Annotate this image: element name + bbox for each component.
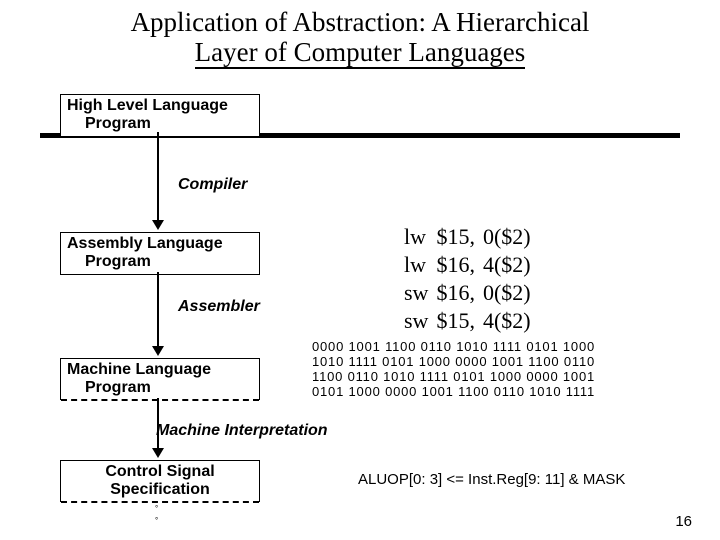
arrow-shaft: [157, 398, 159, 448]
assembly-cell-addr: 0($2): [483, 280, 537, 306]
arrow-head-icon: [152, 220, 164, 230]
level-ctrl-line2: Specification: [67, 481, 253, 499]
assembly-cell-addr: 4($2): [483, 308, 537, 334]
level-asm-line2: Program: [67, 253, 253, 271]
level-box-hll: High Level Language Program: [60, 94, 260, 137]
assembly-row: sw$15,4($2): [404, 308, 537, 334]
slide: Application of Abstraction: A Hierarchic…: [0, 0, 720, 540]
level-hll-line1: High Level Language: [67, 97, 253, 115]
dashed-border: [61, 501, 259, 503]
assembly-cell-addr: 4($2): [483, 252, 537, 278]
arrow-head-icon: [152, 448, 164, 458]
control-signal-text: ALUOP[0: 3] <= Inst.Reg[9: 11] & MASK: [358, 471, 625, 488]
level-box-mach: Machine Language Program: [60, 358, 260, 400]
level-box-asm: Assembly Language Program: [60, 232, 260, 275]
assembly-cell-op: sw: [404, 280, 434, 306]
machine-code-block: 0000 1001 1100 0110 1010 1111 0101 1000 …: [312, 339, 595, 399]
level-asm-line1: Assembly Language: [67, 235, 253, 253]
transition-machine-interpretation: Machine Interpretation: [156, 422, 328, 440]
level-box-ctrl: Control Signal Specification: [60, 460, 260, 502]
assembly-cell-rt: $16,: [436, 280, 481, 306]
continuation-dot: °: [155, 504, 158, 513]
title-line-2: Layer of Computer Languages: [195, 37, 526, 69]
assembly-cell-rt: $16,: [436, 252, 481, 278]
page-number: 16: [675, 513, 692, 530]
continuation-dot: °: [155, 516, 158, 525]
assembly-cell-op: lw: [404, 224, 434, 250]
title-line-1: Application of Abstraction: A Hierarchic…: [131, 7, 590, 37]
assembly-cell-rt: $15,: [436, 224, 481, 250]
assembly-code-block: lw$15,0($2)lw$16,4($2)sw$16,0($2)sw$15,4…: [402, 222, 539, 336]
arrow-head-icon: [152, 346, 164, 356]
arrow-shaft: [157, 272, 159, 346]
level-mach-line2: Program: [67, 379, 253, 397]
assembly-code-table: lw$15,0($2)lw$16,4($2)sw$16,0($2)sw$15,4…: [402, 222, 539, 336]
slide-title: Application of Abstraction: A Hierarchic…: [0, 8, 720, 67]
arrow-shaft: [157, 132, 159, 220]
transition-compiler: Compiler: [178, 176, 247, 194]
level-ctrl-line1: Control Signal: [67, 463, 253, 481]
transition-assembler: Assembler: [178, 298, 260, 316]
assembly-row: lw$16,4($2): [404, 252, 537, 278]
level-hll-line2: Program: [67, 115, 253, 133]
dashed-border: [61, 399, 259, 401]
assembly-row: lw$15,0($2): [404, 224, 537, 250]
assembly-cell-addr: 0($2): [483, 224, 537, 250]
assembly-cell-op: lw: [404, 252, 434, 278]
assembly-cell-rt: $15,: [436, 308, 481, 334]
assembly-row: sw$16,0($2): [404, 280, 537, 306]
level-mach-line1: Machine Language: [67, 361, 253, 379]
assembly-cell-op: sw: [404, 308, 434, 334]
